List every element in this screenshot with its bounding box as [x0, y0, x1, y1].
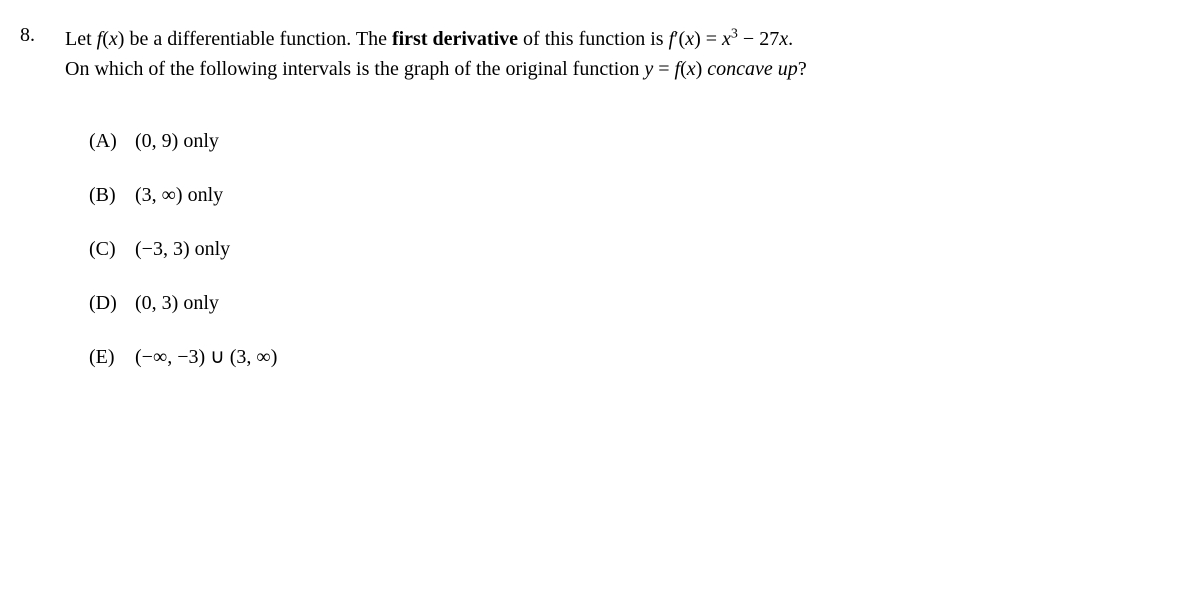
- math-paren-close3: ): [696, 58, 703, 80]
- option-d: (D) (0, 3) only: [89, 288, 1182, 318]
- math-xvar: x: [722, 28, 731, 50]
- option-a-interval: (0, 9): [135, 130, 178, 152]
- option-a-suffix: only: [178, 130, 219, 152]
- math-paren-open3: (: [680, 58, 687, 80]
- math-x4: x: [687, 58, 696, 80]
- option-d-suffix: only: [178, 292, 219, 314]
- option-c-label: (C): [89, 234, 135, 264]
- question-text-part2: be a differentiable function. The: [124, 28, 392, 50]
- option-e-text: (−∞, −3) ∪ (3, ∞): [135, 342, 277, 372]
- math-exponent: 3: [731, 26, 738, 41]
- concave-up-text: concave up: [707, 58, 798, 80]
- math-x3: x: [779, 28, 788, 50]
- math-paren-open: (: [102, 28, 109, 50]
- math-minus: − 27: [738, 28, 779, 50]
- problem-content: Let f(x) be a differentiable function. T…: [65, 24, 1182, 396]
- bold-text: first derivative: [392, 28, 518, 50]
- option-c: (C) (−3, 3) only: [89, 234, 1182, 264]
- period: .: [788, 28, 793, 50]
- option-a: (A) (0, 9) only: [89, 126, 1182, 156]
- math-paren-close2: ): [694, 28, 701, 50]
- option-b-interval: (3, ∞): [135, 184, 183, 206]
- option-c-interval: (−3, 3): [135, 238, 190, 260]
- math-equals: =: [701, 28, 722, 50]
- option-b-label: (B): [89, 180, 135, 210]
- question-line2-part1: On which of the following intervals is t…: [65, 58, 644, 80]
- option-e-label: (E): [89, 342, 135, 372]
- option-b-text: (3, ∞) only: [135, 180, 223, 210]
- option-d-interval: (0, 3): [135, 292, 178, 314]
- option-e-interval: (−∞, −3) ∪ (3, ∞): [135, 346, 277, 368]
- question-text-part1: Let: [65, 28, 97, 50]
- options-list: (A) (0, 9) only (B) (3, ∞) only (C) (−3,…: [65, 126, 1182, 372]
- option-b-suffix: only: [183, 184, 224, 206]
- problem-number: 8.: [20, 24, 65, 47]
- option-d-label: (D): [89, 288, 135, 318]
- option-c-text: (−3, 3) only: [135, 234, 230, 264]
- math-eq2: =: [653, 58, 674, 80]
- option-a-text: (0, 9) only: [135, 126, 219, 156]
- math-y: y: [644, 58, 653, 80]
- option-b: (B) (3, ∞) only: [89, 180, 1182, 210]
- question-mark: ?: [798, 58, 807, 80]
- question-text: Let f(x) be a differentiable function. T…: [65, 24, 1182, 84]
- option-c-suffix: only: [190, 238, 231, 260]
- option-d-text: (0, 3) only: [135, 288, 219, 318]
- option-a-label: (A): [89, 126, 135, 156]
- question-text-part3: of this function is: [518, 28, 669, 50]
- math-x: x: [109, 28, 118, 50]
- option-e: (E) (−∞, −3) ∪ (3, ∞): [89, 342, 1182, 372]
- math-x2: x: [685, 28, 694, 50]
- problem-container: 8. Let f(x) be a differentiable function…: [20, 24, 1182, 396]
